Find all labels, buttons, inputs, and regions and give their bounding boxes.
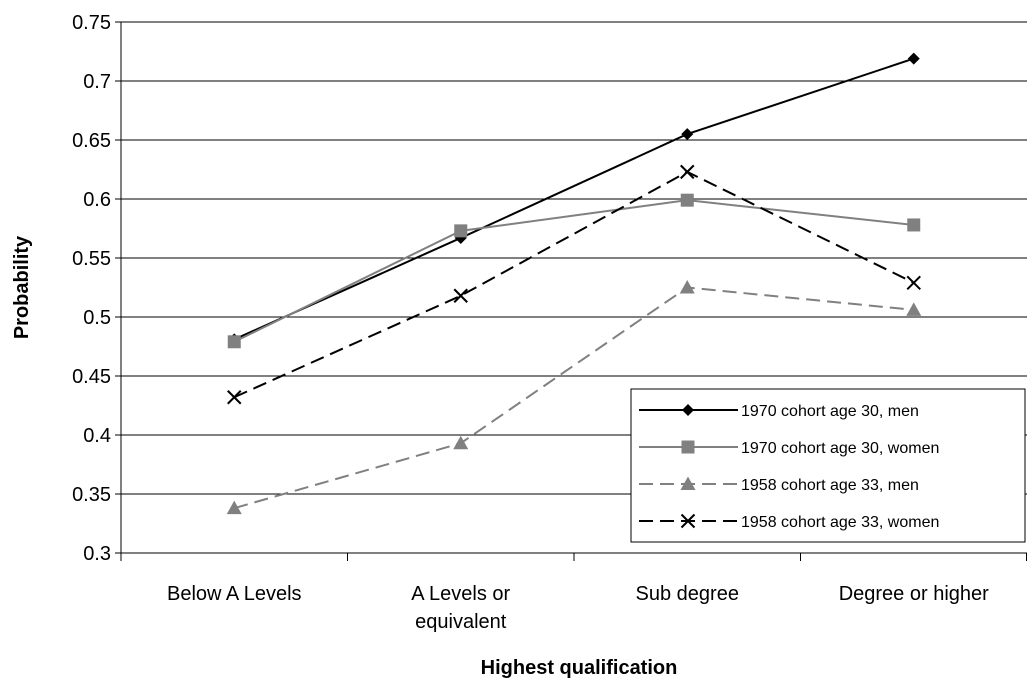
series-lines: [226, 52, 922, 515]
data-point: [681, 128, 694, 141]
y-tick-label: 0.75: [72, 12, 111, 34]
data-point: [453, 435, 469, 450]
series-line-1: [233, 57, 915, 341]
data-point: [680, 193, 694, 207]
y-tick-label: 0.45: [72, 366, 111, 388]
y-tick-label: 0.7: [83, 71, 111, 93]
x-marker-stroke: [906, 275, 921, 290]
series-line-2: [233, 199, 914, 343]
series-line-3: [233, 286, 914, 510]
x-tick-label: Degree or higher: [839, 583, 989, 605]
legend-label: 1958 cohort age 33, men: [741, 477, 919, 494]
data-point: [907, 52, 920, 65]
x-axis-title: Highest qualification: [481, 657, 678, 679]
x-tick-label: equivalent: [415, 611, 507, 633]
legend-label: 1970 cohort age 30, men: [741, 403, 919, 420]
x-marker-stroke: [453, 288, 468, 303]
x-tick-label: Below A Levels: [167, 583, 302, 605]
x-marker-stroke: [680, 164, 695, 180]
x-tick-labels: Below A Levels A Levels or equivalent Sub d…: [167, 583, 989, 633]
data-point: [453, 288, 468, 303]
y-tick-label: 0.55: [72, 248, 111, 270]
data-point: [906, 302, 922, 316]
y-tick-label: 0.4: [83, 425, 111, 447]
legend-marker: [681, 440, 695, 454]
data-point: [680, 164, 695, 180]
y-tick-label: 0.65: [72, 130, 111, 152]
legend: 1970 cohort age 30, men 1970 cohort age 3…: [630, 388, 1026, 543]
x-tick-label: A Levels or: [411, 583, 510, 605]
x-tick-label: Sub degree: [636, 583, 739, 605]
legend-marker: [682, 404, 694, 416]
data-point: [906, 275, 921, 290]
data-point: [227, 390, 242, 405]
legend-box: [630, 388, 1026, 543]
y-tick-labels: 0.3 0.35 0.4 0.45 0.5 0.55 0.6 0.65 0.7 0.75: [72, 12, 111, 565]
legend-label: 1958 cohort age 33, women: [741, 514, 939, 531]
data-point: [227, 335, 241, 349]
y-tick-label: 0.3: [83, 543, 111, 565]
series-line-4: [233, 170, 915, 399]
axes: [115, 21, 1027, 561]
data-point: [907, 218, 921, 232]
y-tick-label: 0.6: [83, 189, 111, 211]
gridlines: [121, 21, 1027, 495]
y-tick-label: 0.5: [83, 307, 111, 329]
legend-marker: [680, 476, 696, 490]
data-point: [679, 280, 695, 294]
y-tick-label: 0.35: [72, 484, 111, 506]
legend-label: 1970 cohort age 30, women: [741, 440, 939, 457]
y-axis-title: Probability: [11, 235, 33, 339]
legend-marker: [680, 513, 696, 529]
data-point: [454, 224, 468, 238]
x-marker-stroke: [227, 390, 242, 405]
data-point: [226, 500, 242, 515]
x-marker-stroke: [680, 513, 696, 529]
